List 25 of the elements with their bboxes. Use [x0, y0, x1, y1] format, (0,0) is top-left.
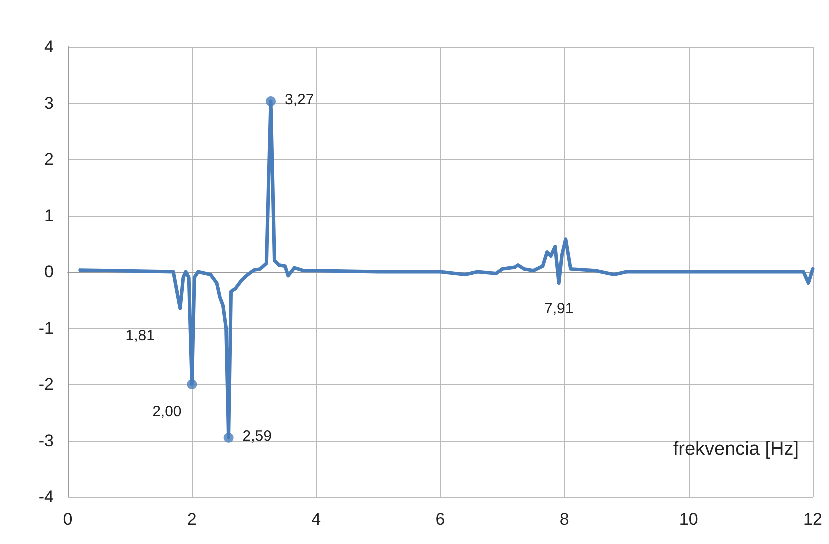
- point: [266, 96, 276, 107]
- y-tick-label: 4: [44, 38, 54, 56]
- x-tick-label: 12: [804, 510, 822, 529]
- x-tick-label: 0: [63, 510, 73, 529]
- annotation: 2,00: [152, 404, 182, 420]
- point: [187, 380, 198, 390]
- annotation: 1,81: [126, 328, 155, 345]
- y-tick-label: 0: [44, 262, 54, 282]
- y-tick-label: 2: [44, 150, 54, 169]
- y-tick-label: -2: [38, 375, 54, 394]
- x-tick-label: 4: [312, 510, 322, 529]
- annotation: 2,59: [242, 428, 272, 445]
- y-tick-label: -1: [38, 318, 54, 338]
- x-tick-label: 2: [187, 510, 197, 529]
- y-tick-label: -4: [38, 488, 54, 506]
- x-tick-label: 10: [679, 510, 698, 529]
- x-axis-title: frekvencia [Hz]: [673, 439, 800, 460]
- x-tick-label: 8: [560, 510, 570, 529]
- point: [224, 432, 234, 443]
- y-tick-label: 1: [44, 206, 54, 226]
- annotation: 3,27: [285, 92, 314, 109]
- y-tick-label: 3: [44, 94, 54, 113]
- annotation: 7,91: [544, 300, 574, 318]
- y-tick-label: -3: [38, 431, 54, 450]
- x-tick-label: 6: [436, 510, 446, 529]
